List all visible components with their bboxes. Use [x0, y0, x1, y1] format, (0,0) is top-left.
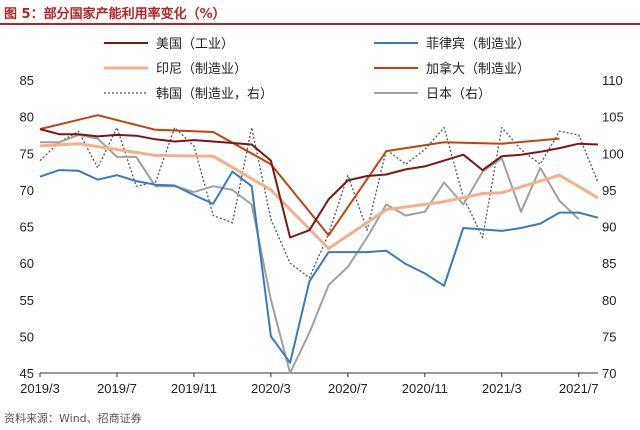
- y-left-tick-label: 85: [20, 73, 34, 88]
- x-tick-label: 2019/3: [20, 381, 60, 396]
- x-tick-label: 2020/3: [251, 381, 291, 396]
- title-rule: [0, 23, 640, 25]
- y-right-tick-label: 70: [602, 366, 616, 381]
- legend-label-usa: 美国（工业）: [156, 37, 234, 52]
- y-right-tick-label: 100: [602, 146, 624, 161]
- x-tick-label: 2020/7: [328, 381, 368, 396]
- series-line-usa: [39, 128, 599, 239]
- y-right-tick-label: 105: [602, 110, 624, 125]
- legend: 美国（工业） 菲律宾（制造业） 印尼（制造业） 加拿大（制造业） 韩国（制造业，右） 日本…: [104, 36, 530, 102]
- y-left-tick-label: 75: [20, 146, 34, 161]
- x-tick-label: 2020/11: [402, 381, 448, 396]
- series-layer: [39, 114, 599, 374]
- x-tick-label: 2019/7: [97, 381, 137, 396]
- x-tick-label: 2021/7: [559, 381, 599, 396]
- series-line-philippines: [39, 169, 599, 364]
- legend-label-indonesia: 印尼（制造业）: [156, 62, 247, 77]
- x-tick-label: 2019/11: [171, 381, 217, 396]
- series-line-japan: [40, 133, 580, 374]
- y-left-tick-label: 55: [20, 293, 34, 308]
- series-line-indonesia: [39, 142, 599, 250]
- y-left-tick-label: 50: [20, 329, 34, 344]
- legend-label-korea: 韩国（制造业，右）: [156, 87, 273, 102]
- legend-label-japan: 日本（右）: [426, 87, 491, 102]
- y-left-tick-label: 70: [20, 183, 34, 198]
- series-line-canada: [39, 114, 560, 237]
- axes: 45 50 55 60 65 70 75 80 85 70 75 80 85 90 95 100 105 110 2…: [20, 73, 624, 396]
- y-right-tick-label: 80: [602, 293, 616, 308]
- legend-label-philippines: 菲律宾（制造业）: [426, 36, 530, 52]
- y-left-tick-label: 65: [20, 220, 34, 235]
- y-right-tick-label: 95: [602, 183, 616, 198]
- figure-title: 图 5：部分国家产能利用率变化（%）: [4, 7, 226, 22]
- y-right-tick-label: 110: [602, 73, 623, 88]
- y-right-tick-label: 90: [602, 220, 616, 235]
- source-note: 资料来源：Wind、招商证券: [4, 412, 142, 425]
- x-tick-label: 2021/3: [482, 381, 522, 396]
- series-line-korea: [39, 126, 599, 279]
- y-left-tick-label: 60: [20, 256, 34, 271]
- y-left-tick-label: 80: [20, 110, 34, 125]
- y-left-tick-label: 45: [20, 366, 34, 381]
- y-right-tick-label: 75: [602, 329, 616, 344]
- y-right-tick-label: 85: [602, 256, 616, 271]
- legend-label-canada: 加拿大（制造业）: [426, 61, 530, 77]
